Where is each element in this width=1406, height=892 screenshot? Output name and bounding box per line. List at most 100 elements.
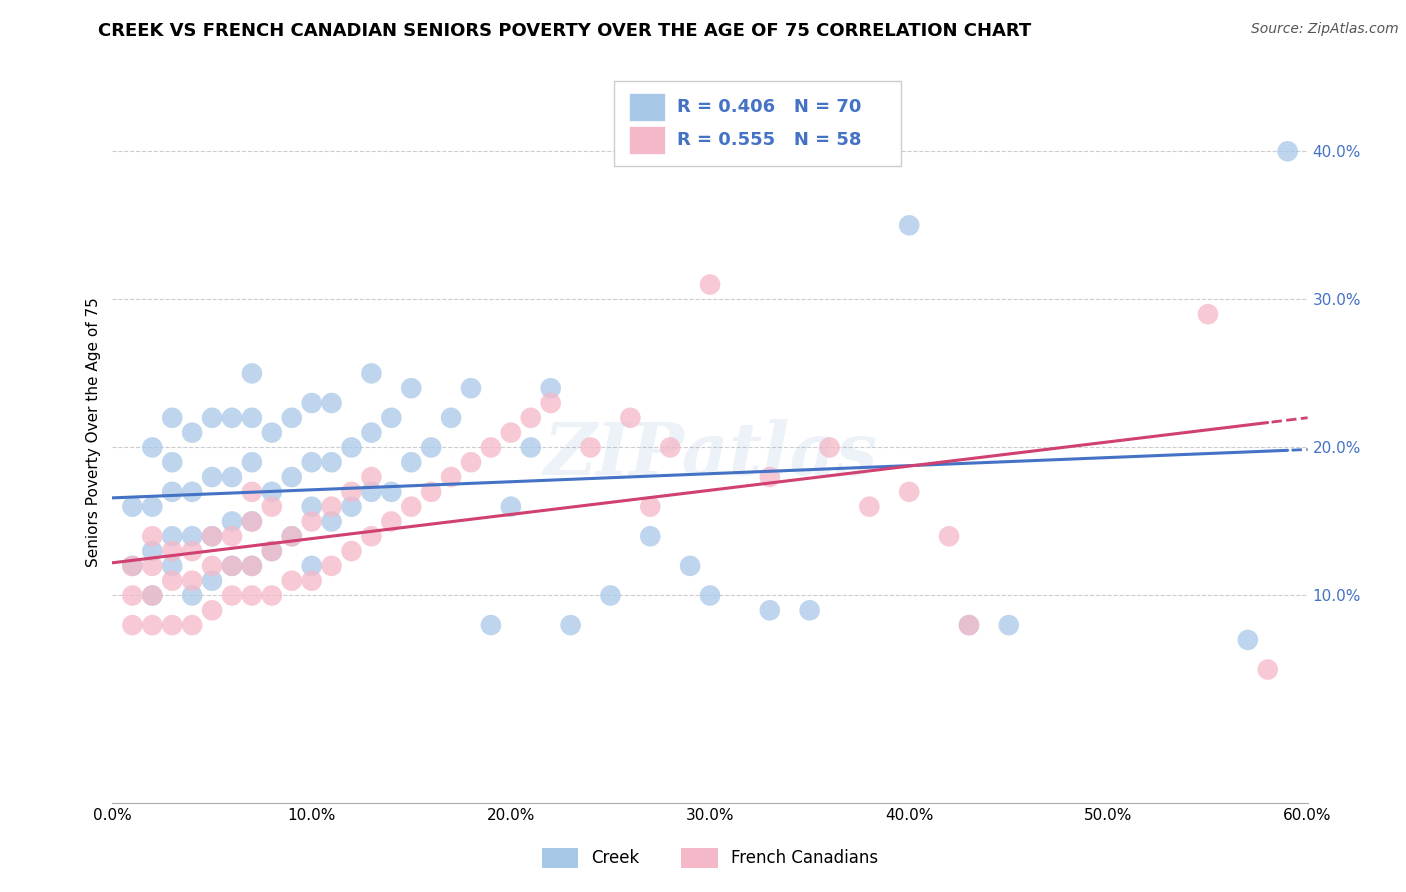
Point [380,484,402,499]
Point [141,544,163,558]
Point [699,589,721,603]
Point [759,470,782,484]
Point [141,529,163,543]
Point [240,589,263,603]
Point [1257,663,1279,677]
Point [499,425,522,440]
Text: CREEK VS FRENCH CANADIAN SENIORS POVERTY OVER THE AGE OF 75 CORRELATION CHART: CREEK VS FRENCH CANADIAN SENIORS POVERTY… [98,22,1032,40]
Point [260,544,283,558]
Point [121,558,143,573]
Point [957,618,980,632]
Point [321,558,343,573]
Point [240,367,263,381]
Point [640,500,662,514]
Point [401,455,423,469]
Point [121,558,143,573]
Point [260,500,283,514]
Point [301,574,323,588]
Point [858,145,880,159]
Point [201,470,224,484]
Point [221,558,243,573]
Point [162,574,183,588]
Point [141,589,163,603]
Point [659,441,682,455]
Point [360,470,382,484]
Text: R = 0.555   N = 58: R = 0.555 N = 58 [676,131,860,149]
Point [141,500,163,514]
Point [818,441,841,455]
Point [301,558,323,573]
Point [141,589,163,603]
Point [998,618,1021,632]
Point [560,618,582,632]
Text: Source: ZipAtlas.com: Source: ZipAtlas.com [1251,22,1399,37]
Point [221,410,243,425]
Legend: Creek, French Canadians: Creek, French Canadians [533,840,887,876]
Point [401,381,423,395]
Point [121,589,143,603]
Point [181,589,204,603]
Point [201,574,224,588]
Point [360,529,382,543]
Point [321,455,343,469]
Point [599,589,621,603]
Point [162,410,183,425]
Point [181,544,204,558]
Point [221,515,243,529]
Point [281,529,304,543]
Point [141,618,163,632]
Point [1277,145,1299,159]
Text: ZIPatlas: ZIPatlas [543,419,877,491]
Point [240,410,263,425]
Point [260,484,283,499]
Bar [628,93,665,121]
Point [579,441,602,455]
Text: R = 0.406   N = 70: R = 0.406 N = 70 [676,98,860,116]
Point [240,558,263,573]
Point [162,544,183,558]
Point [540,396,562,410]
Point [640,529,662,543]
Point [1197,307,1219,321]
Point [420,441,443,455]
Point [201,529,224,543]
Point [858,500,880,514]
Point [540,381,562,395]
Point [181,484,204,499]
Point [162,529,183,543]
Point [479,441,502,455]
Point [240,558,263,573]
Point [321,500,343,514]
Point [260,544,283,558]
Point [799,603,821,617]
Point [221,529,243,543]
Point [340,484,363,499]
Point [141,441,163,455]
Point [340,500,363,514]
Point [281,470,304,484]
Point [281,529,304,543]
Point [260,425,283,440]
Point [181,529,204,543]
Point [619,410,641,425]
Point [957,618,980,632]
Point [380,410,402,425]
Point [460,381,482,395]
Point [520,441,543,455]
Point [440,410,463,425]
Point [201,603,224,617]
Point [499,500,522,514]
Point [141,558,163,573]
Point [301,396,323,410]
Point [321,396,343,410]
Point [221,470,243,484]
Point [360,367,382,381]
Point [240,455,263,469]
Point [181,425,204,440]
Point [201,529,224,543]
Point [520,410,543,425]
Point [898,219,921,233]
Point [240,515,263,529]
Point [301,515,323,529]
Point [380,515,402,529]
